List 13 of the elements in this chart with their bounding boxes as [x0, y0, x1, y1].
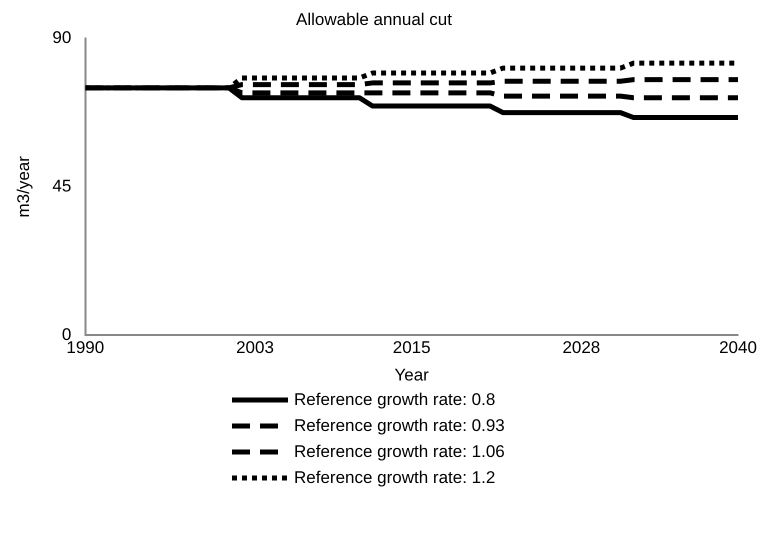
y-tick-label: 45	[52, 176, 72, 196]
y-tick-label: 90	[52, 28, 72, 48]
x-tick-label: 2040	[719, 338, 757, 358]
x-tick-label: 2015	[392, 338, 431, 358]
x-tick-label: 2028	[562, 338, 600, 358]
legend-label: Reference growth rate: 0.93	[294, 416, 505, 436]
legend-label: Reference growth rate: 0.8	[294, 390, 496, 410]
x-axis-title: Year	[394, 365, 430, 384]
x-tick-label: 2003	[236, 338, 274, 358]
chart-title: Allowable annual cut	[296, 10, 452, 29]
legend-label: Reference growth rate: 1.2	[294, 468, 496, 488]
legend-label: Reference growth rate: 1.06	[294, 442, 505, 462]
y-axis-title: m3/year	[14, 156, 33, 218]
